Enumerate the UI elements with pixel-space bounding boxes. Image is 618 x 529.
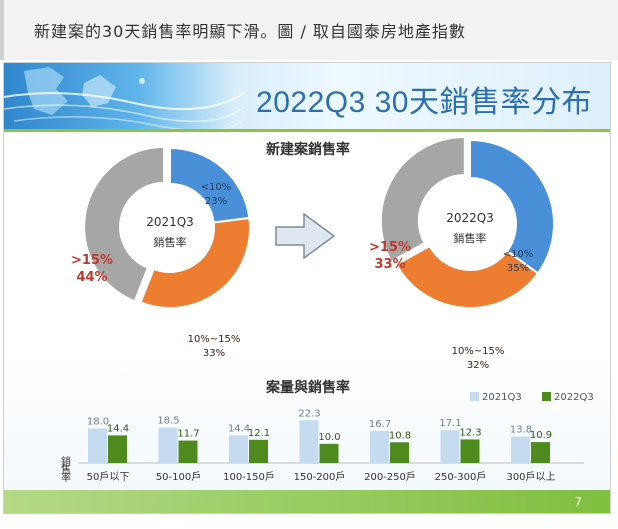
- bar-category-label-7: 300戶以上: [506, 471, 555, 483]
- bar-category-label-4: 150-200戶: [294, 471, 346, 483]
- pie-2021q3-slice-1-label: <10%: [201, 182, 232, 193]
- pie-2022q3-center-label: 銷售率: [454, 231, 487, 245]
- bar-chart-title: 案量與銷售率: [265, 379, 350, 396]
- pie-2021q3-slice-3: [83, 145, 166, 303]
- bar-category-label-5: 200-250戶: [364, 471, 416, 483]
- pie-2022q3-slice-2-label: 10%~15%: [452, 346, 505, 357]
- pie-2022q3-slice-1-label: <10%: [503, 249, 534, 260]
- bar-value-2021Q3-7: 13.8: [510, 425, 532, 436]
- bar-2022Q3-4: [319, 443, 339, 463]
- legend-label-2021Q3: 2021Q3: [482, 392, 522, 403]
- bar-category-label-1: 50戶以下: [87, 471, 130, 483]
- bar-2022Q3-3: [249, 439, 268, 463]
- bar-2021Q3-5: [370, 430, 389, 463]
- map-decoration-icon: [4, 67, 244, 129]
- bar-category-label-6: 250-300戶: [435, 471, 487, 483]
- bar-2021Q3-7: [511, 436, 530, 463]
- bar-value-2022Q3-5: 10.8: [389, 430, 411, 441]
- bar-value-2022Q3-1: 14.4: [107, 423, 129, 434]
- pie-2022q3-slice-2: [395, 244, 540, 309]
- pie-2022q3-slice-3-value: 33%: [374, 257, 405, 272]
- caption-box: 新建案的30天銷售率明顯下滑。圖 / 取自國泰房地產指數: [0, 0, 618, 60]
- bar-2022Q3-7: [531, 442, 550, 463]
- slide-title: 2022Q3 30天銷售率分布: [256, 86, 592, 119]
- pie-2022q3-slice-3-label: >15%: [369, 240, 411, 255]
- pie-2021q3-slice-1-value: 23%: [205, 196, 227, 207]
- pie-2021q3-slice-2-label: 10%~15%: [188, 334, 241, 345]
- bar-2022Q3-6: [460, 439, 480, 463]
- bar-value-2021Q3-1: 18.0: [87, 417, 109, 428]
- pie-2022q3-center-year: 2022Q3: [446, 211, 494, 225]
- pie-2022q3-slice-1-value: 35%: [507, 263, 529, 274]
- legend-swatch-2022Q3: [542, 392, 551, 401]
- bar-2022Q3-2: [178, 440, 198, 463]
- bar-value-2022Q3-7: 10.9: [530, 430, 552, 441]
- bar-value-2022Q3-6: 12.3: [459, 427, 481, 438]
- pie-2021q3-center-label: 銷售率: [154, 235, 187, 249]
- bar-value-2022Q3-2: 11.7: [177, 429, 199, 440]
- bar-2022Q3-1: [108, 435, 127, 463]
- arrow-right-icon: [275, 212, 336, 260]
- slide-footer: 7: [4, 490, 610, 513]
- bar-value-2022Q3-3: 12.1: [248, 428, 270, 439]
- bar-value-2021Q3-6: 17.1: [439, 418, 461, 429]
- bar-value-2021Q3-5: 16.7: [369, 419, 391, 430]
- pie-2021q3-center-year: 2021Q3: [146, 215, 194, 229]
- bar-2022Q3-5: [390, 442, 409, 463]
- slide-banner: 2022Q3 30天銷售率分布: [4, 63, 610, 129]
- charts-canvas: 新建案銷售率 <10% 23% 10%~15% 33% >15% 44% 2021Q3 銷售率 <…: [59, 135, 594, 483]
- pie-2022q3-slice-2-value: 32%: [467, 360, 489, 371]
- bar-2021Q3-6: [440, 430, 460, 463]
- bar-value-2021Q3-2: 18.5: [157, 416, 179, 427]
- slide-content: 新建案銷售率 <10% 23% 10%~15% 33% >15% 44% 2021Q3 銷售率 <…: [4, 132, 610, 490]
- caption-text: 新建案的30天銷售率明顯下滑。圖 / 取自國泰房地產指數: [34, 22, 466, 41]
- bar-value-2022Q3-4: 10.0: [318, 432, 340, 443]
- banner-divider: [4, 129, 610, 132]
- bar-category-label-3: 100-150戶: [223, 471, 275, 483]
- pie-2021q3-slice-3-value: 44%: [76, 270, 107, 285]
- pie-2022q3-slice-1: [469, 138, 555, 275]
- page-number: 7: [574, 495, 582, 509]
- legend-swatch-2021Q3: [470, 392, 479, 401]
- pie-section-title: 新建案銷售率: [266, 141, 350, 158]
- bar-value-2021Q3-3: 14.4: [228, 423, 250, 434]
- bar-category-label-2: 50-100戶: [156, 471, 201, 483]
- pie-2022q3-slice-3: [379, 135, 466, 263]
- bar-2021Q3-3: [229, 435, 248, 463]
- bar-y-axis-label: 銷售率: [59, 455, 71, 483]
- slide: 2022Q3 30天銷售率分布 新建案銷售率 <10% 23% 10%~15% 33% >…: [3, 62, 611, 514]
- pie-2021q3-slice-3-label: >15%: [71, 253, 113, 268]
- bar-value-2021Q3-4: 22.3: [298, 408, 320, 419]
- bar-2021Q3-2: [158, 427, 178, 463]
- bar-2021Q3-4: [299, 420, 319, 463]
- pie-2021q3-slice-2: [139, 216, 251, 309]
- bar-2021Q3-1: [88, 428, 107, 463]
- pie-2021q3-slice-2-value: 33%: [203, 348, 225, 359]
- legend-label-2022Q3: 2022Q3: [554, 392, 594, 403]
